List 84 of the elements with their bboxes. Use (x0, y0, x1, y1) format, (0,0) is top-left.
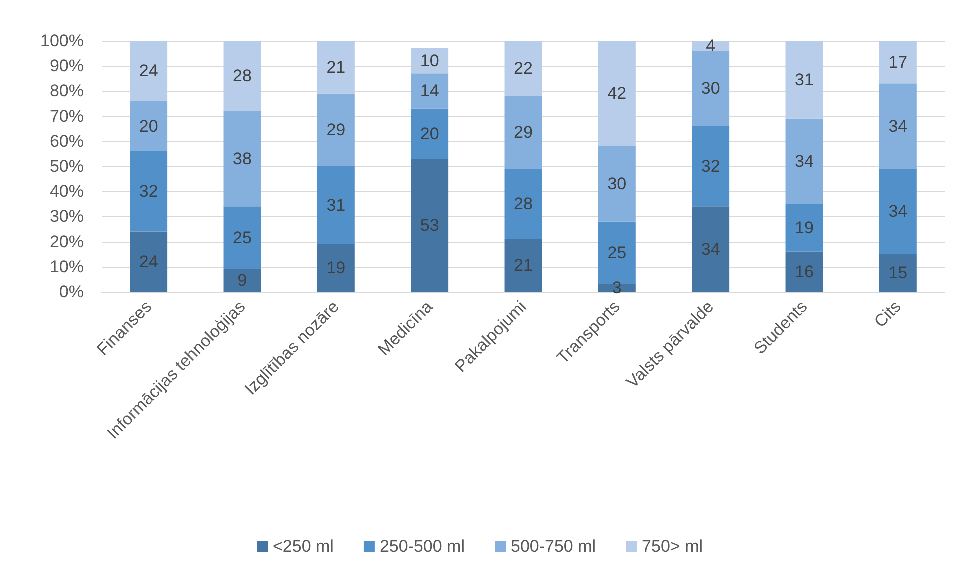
legend-label: 750> ml (642, 537, 704, 556)
data-label: 16 (795, 262, 814, 282)
data-label: 25 (233, 228, 252, 248)
bar (224, 269, 262, 292)
bar (130, 232, 168, 292)
bar (130, 151, 168, 232)
bar (692, 206, 730, 292)
bar (692, 126, 730, 207)
y-tick-label: 70% (50, 106, 84, 126)
bar (504, 96, 542, 170)
bar (130, 41, 168, 102)
bar (786, 118, 824, 204)
data-label: 34 (795, 152, 814, 171)
bar (786, 41, 824, 119)
y-tick-label: 60% (50, 132, 84, 151)
data-label: 24 (139, 252, 158, 272)
data-label: 9 (238, 271, 248, 290)
bar (786, 252, 824, 292)
data-label: 29 (514, 123, 533, 142)
bar (130, 101, 168, 152)
data-label: 22 (514, 59, 533, 78)
bar (224, 41, 262, 112)
bar (786, 204, 824, 252)
bar (879, 41, 917, 84)
bar (317, 94, 355, 166)
data-label: 20 (139, 116, 158, 136)
bar (317, 244, 355, 292)
data-label: 19 (795, 218, 814, 238)
bar (504, 41, 542, 96)
y-tick-label: 50% (50, 157, 84, 176)
data-label: 34 (888, 116, 908, 136)
bar (224, 206, 262, 270)
data-label: 28 (514, 194, 533, 214)
data-label: 32 (139, 182, 158, 202)
bar (598, 41, 636, 146)
data-label: 15 (888, 264, 908, 283)
bar (504, 239, 542, 292)
data-label: 34 (888, 202, 908, 222)
bar (411, 74, 449, 109)
data-label: 17 (888, 52, 908, 72)
bar (504, 169, 542, 240)
bar (692, 51, 730, 126)
y-tick-label: 80% (50, 82, 84, 101)
bar (411, 158, 449, 292)
data-label: 19 (326, 258, 346, 278)
y-tick-label: 100% (40, 32, 84, 50)
bar (411, 108, 449, 159)
bar (598, 146, 636, 222)
x-tick-label: Cits (870, 297, 905, 332)
bar (879, 254, 917, 292)
data-label: 53 (420, 216, 440, 235)
data-label: 21 (514, 256, 533, 276)
data-label: 4 (706, 36, 716, 56)
bar (411, 48, 449, 74)
data-label: 42 (608, 84, 627, 104)
data-label: 10 (420, 52, 440, 71)
bar (317, 41, 355, 94)
y-tick-label: 0% (59, 282, 84, 302)
data-label: 25 (608, 244, 627, 263)
y-tick-label: 40% (50, 182, 84, 202)
data-label: 31 (795, 70, 814, 90)
data-label: 14 (420, 82, 440, 101)
bar (879, 84, 917, 170)
legend-label: 250-500 ml (380, 537, 466, 556)
data-label: 20 (420, 124, 440, 144)
data-label: 30 (608, 174, 627, 194)
data-label: 28 (233, 66, 252, 86)
data-label: 34 (701, 240, 720, 259)
y-tick-label: 20% (50, 232, 84, 252)
data-label: 30 (701, 79, 720, 98)
bar (879, 169, 917, 254)
legend-label: 500-750 ml (511, 537, 596, 556)
data-label: 24 (139, 62, 158, 81)
data-label: 29 (326, 120, 346, 140)
y-tick-label: 90% (50, 56, 84, 76)
data-label: 21 (326, 58, 346, 77)
legend-label: <250 ml (273, 537, 334, 556)
data-label: 38 (233, 149, 252, 168)
y-tick-label: 10% (50, 257, 84, 276)
data-label: 32 (701, 157, 720, 176)
bar (224, 111, 262, 207)
data-label: 31 (326, 196, 346, 215)
bar (317, 166, 355, 244)
y-tick-label: 30% (50, 207, 84, 226)
